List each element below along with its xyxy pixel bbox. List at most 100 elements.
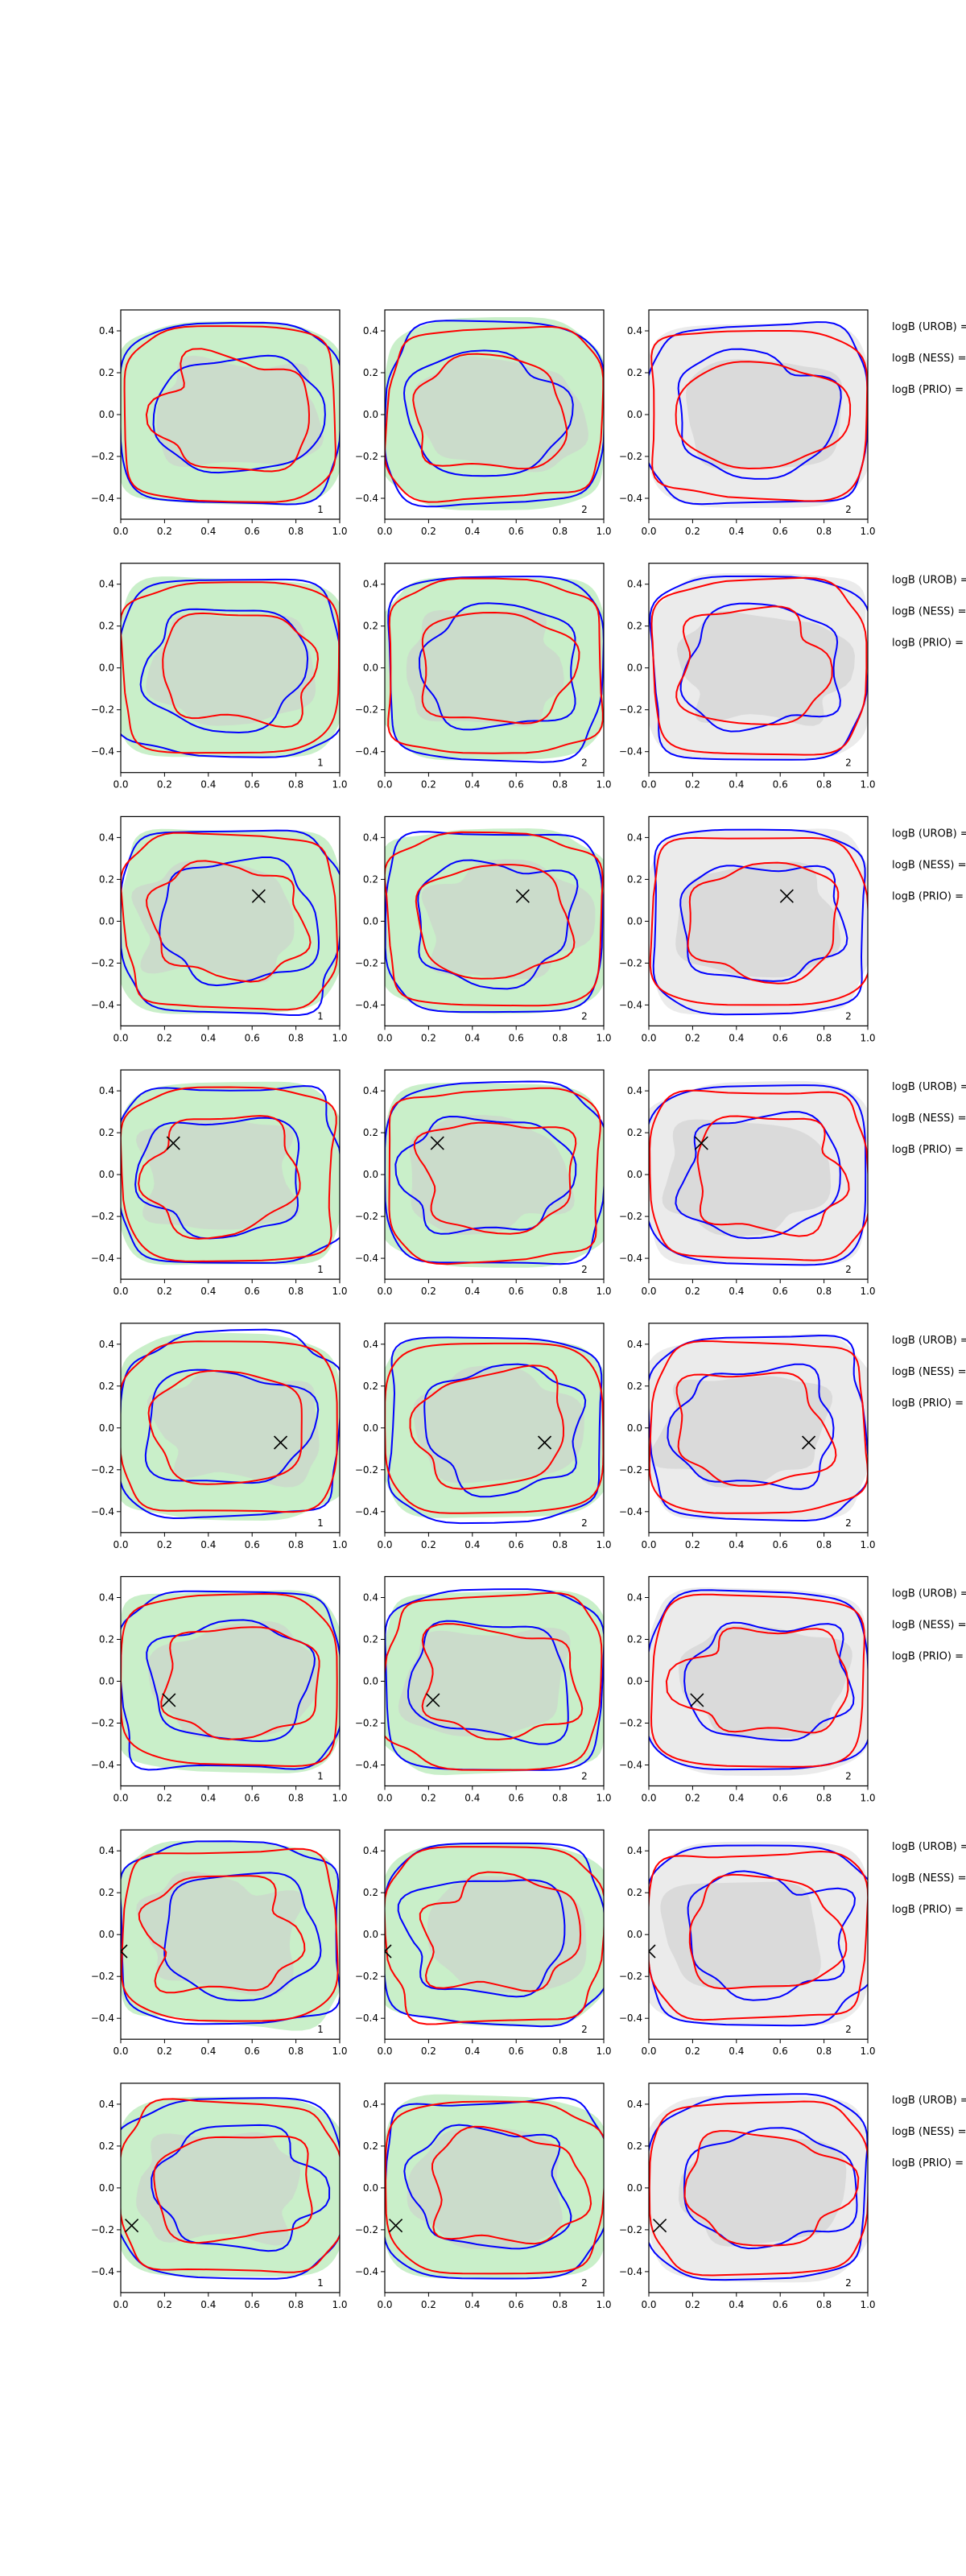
panel-number-label: 2 [581, 1010, 588, 1022]
blue-contour-inner [417, 859, 579, 990]
side-label-logb: logB (UROB) = [892, 1588, 966, 1600]
x-marker [385, 1944, 392, 1959]
y-tick-label: −0.2 [91, 2224, 114, 2235]
y-tick-label: −0.2 [355, 451, 378, 462]
x-tick-label: 0.8 [288, 1539, 303, 1550]
x-tick-label: 1.0 [596, 2299, 611, 2310]
gray-density [146, 613, 316, 726]
x-tick-label: 0.6 [509, 1286, 524, 1297]
x-tick-label: 0.6 [509, 526, 524, 537]
x-tick-label: 0.2 [157, 526, 172, 537]
x-tick-label: 0.4 [729, 1539, 744, 1550]
x-tick-label: 0.0 [377, 779, 392, 791]
gray-density [678, 1624, 852, 1739]
red-contour-inner [683, 2130, 860, 2247]
y-tick-label: −0.4 [619, 493, 642, 504]
x-marker [162, 1693, 176, 1707]
y-tick-label: 0.2 [363, 873, 378, 885]
red-contour-inner [145, 860, 312, 983]
red-contour-outer [649, 2100, 868, 2277]
x-tick-label: 0.4 [464, 1539, 480, 1550]
y-tick-label: −0.2 [91, 704, 114, 716]
blue-contour-inner [152, 354, 326, 474]
x-tick-label: 0.8 [552, 526, 568, 537]
x-tick-label: 0.8 [816, 1286, 832, 1297]
y-tick-label: −0.2 [91, 1718, 114, 1729]
red-contour-inner [421, 1623, 584, 1740]
panel-number-label: 2 [581, 758, 588, 769]
y-tick-label: 0.0 [627, 409, 642, 420]
gray-density [406, 609, 564, 727]
gray-density [675, 861, 841, 978]
panel-number-label: 1 [317, 504, 324, 515]
x-tick-label: 0.0 [113, 2046, 128, 2057]
x-tick-label: 0.2 [157, 1286, 172, 1297]
x-tick-label: 0.2 [421, 779, 436, 791]
x-tick-label: 1.0 [332, 779, 347, 791]
y-tick-label: 0.0 [99, 1929, 114, 1940]
panel-r3-c2: 0.0 0.2 0.4 0.6 0.8 1.0 0.4 0.2 0.0 −0.2 −0.4 2 [355, 815, 612, 1043]
gray-density [135, 1119, 300, 1230]
side-label-logb: logB (NESS) = [892, 606, 966, 618]
y-tick-label: 0.0 [363, 663, 378, 674]
y-tick-label: 0.2 [627, 873, 642, 885]
red-contour-outer [121, 832, 339, 1011]
y-tick-label: 0.4 [627, 832, 642, 843]
y-tick-label: −0.2 [91, 1211, 114, 1222]
blue-contour-inner [163, 1872, 322, 2002]
x-tick-label: 0.8 [288, 2299, 303, 2310]
red-contour-outer [650, 576, 868, 756]
x-tick-label: 0.0 [113, 1539, 128, 1550]
y-tick-label: −0.4 [91, 1506, 114, 1517]
side-label-logb: logB (PRIO) = [892, 890, 964, 902]
blue-contour-inner [667, 1363, 835, 1490]
x-tick-label: 0.6 [245, 1032, 260, 1043]
panel-number-label: 1 [317, 2024, 324, 2035]
x-tick-label: 1.0 [860, 1539, 875, 1550]
x-tick-label: 0.6 [245, 526, 260, 537]
y-tick-label: 0.4 [99, 1085, 114, 1096]
y-tick-label: 0.4 [627, 579, 642, 590]
gray-density [398, 1628, 571, 1736]
x-tick-label: 0.6 [509, 1539, 524, 1550]
x-marker [779, 889, 794, 903]
y-tick-label: −0.2 [355, 704, 378, 716]
blue-contour-inner [146, 1619, 316, 1743]
side-label-logb: logB (PRIO) = [892, 384, 964, 396]
x-tick-label: 1.0 [332, 2046, 347, 2057]
blue-contour-outer [649, 1335, 868, 1522]
panel-number-label: 2 [845, 2024, 852, 2035]
red-contour-inner [421, 611, 580, 724]
panel-r4-c2: 0.0 0.2 0.4 0.6 0.8 1.0 0.4 0.2 0.0 −0.2 −0.4 2 [355, 1069, 612, 1297]
x-tick-label: 0.8 [816, 526, 832, 537]
y-tick-label: 0.4 [363, 1085, 378, 1096]
x-marker [801, 1435, 816, 1450]
panel-r6-c2: 0.0 0.2 0.4 0.6 0.8 1.0 0.4 0.2 0.0 −0.2 −0.4 2 [355, 1575, 612, 1804]
x-tick-label: 0.8 [816, 2046, 832, 2057]
gray-density [421, 859, 596, 980]
x-tick-label: 0.6 [245, 1793, 260, 1804]
side-label-logb: logB (NESS) = [892, 859, 966, 871]
y-tick-label: 0.2 [99, 1381, 114, 1392]
x-tick-label: 1.0 [860, 779, 875, 791]
y-tick-label: 0.0 [363, 2182, 378, 2194]
red-contour-outer [649, 1089, 868, 1261]
side-label-logb: logB (NESS) = [892, 1872, 966, 1885]
red-contour-outer [121, 1340, 338, 1513]
x-tick-label: 0.4 [464, 1793, 480, 1804]
y-tick-label: 0.0 [363, 409, 378, 420]
panel-r6-c3: 0.0 0.2 0.4 0.6 0.8 1.0 0.4 0.2 0.0 −0.2 −0.4 2 [619, 1575, 876, 1804]
gray-density [413, 1365, 584, 1484]
gray-density [407, 2127, 563, 2250]
x-tick-label: 0.4 [464, 2299, 480, 2310]
y-tick-label: 0.2 [99, 367, 114, 378]
x-marker [273, 1435, 288, 1450]
x-tick-label: 0.6 [245, 1286, 260, 1297]
blue-contour-outer [652, 828, 866, 1016]
y-tick-label: 0.0 [363, 1929, 378, 1940]
panel-r8-c3: 0.0 0.2 0.4 0.6 0.8 1.0 0.4 0.2 0.0 −0.2 −0.4 2 [619, 2083, 876, 2310]
y-tick-label: −0.4 [91, 1760, 114, 1771]
x-tick-label: 0.0 [377, 1286, 392, 1297]
y-tick-label: 0.0 [99, 663, 114, 674]
x-tick-label: 0.0 [377, 2046, 392, 2057]
